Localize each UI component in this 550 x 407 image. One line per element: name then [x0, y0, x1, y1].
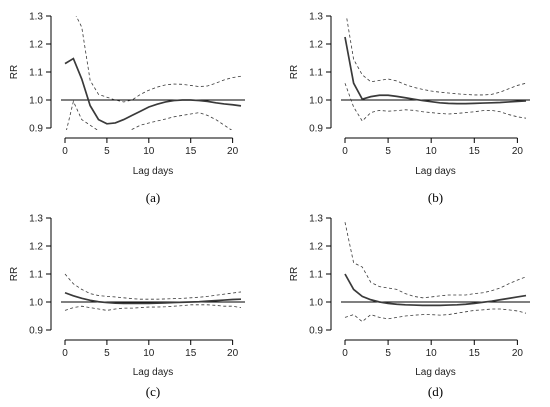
x-axis-title: Lag days — [133, 367, 174, 378]
plot-area — [344, 16, 527, 122]
x-tick-label: 20 — [512, 348, 524, 359]
x-tick-label: 15 — [185, 348, 197, 359]
y-tick-label: 0.9 — [309, 326, 323, 337]
x-tick-label: 10 — [143, 146, 155, 157]
x-tick-label: 20 — [227, 146, 239, 157]
y-tick-label: 1.0 — [29, 298, 43, 309]
x-tick-label: 20 — [227, 348, 239, 359]
y-tick-label: 1.0 — [29, 96, 43, 107]
y-tick-label: 0.9 — [309, 124, 323, 135]
x-tick-label: 15 — [185, 146, 197, 157]
y-axis-title: RR — [9, 267, 20, 281]
x-axis-title: Lag days — [415, 367, 456, 378]
ci-lower-line — [344, 308, 527, 323]
ci-upper-line — [344, 222, 527, 299]
x-tick-label: 10 — [426, 348, 438, 359]
x-tick-label: 15 — [469, 348, 481, 359]
y-tick-label: 1.3 — [309, 12, 323, 23]
panel-3: 0.9 1.0 1.1 1.2 1.3 0 5 10 15 20 RR Lag days (c) — [9, 214, 245, 399]
x-tick-label: 10 — [426, 146, 438, 157]
y-axis-title: RR — [289, 267, 300, 281]
panel-2: 0.9 1.0 1.1 1.2 1.3 0 5 10 15 20 RR Lag days (b) — [289, 12, 530, 205]
rr-estimate-line — [64, 57, 242, 125]
rr-estimate-line — [64, 291, 242, 305]
x-tick-label: 0 — [62, 146, 68, 157]
y-tick-label: 1.2 — [29, 40, 43, 51]
y-tick-label: 1.1 — [29, 68, 43, 79]
y-tick-label: 1.3 — [29, 214, 43, 225]
y-tick-label: 0.9 — [29, 326, 43, 337]
y-tick-label: 1.1 — [309, 68, 323, 79]
plot-area — [64, 273, 242, 311]
x-tick-label: 20 — [512, 146, 524, 157]
y-tick-label: 1.3 — [29, 12, 43, 23]
y-tick-label: 1.1 — [29, 270, 43, 281]
x-tick-label: 5 — [385, 146, 391, 157]
panel-label: (a) — [146, 190, 160, 205]
y-tick-label: 1.0 — [309, 298, 323, 309]
x-axis-title: Lag days — [133, 166, 174, 177]
x-tick-label: 0 — [62, 348, 68, 359]
plot-area — [344, 222, 527, 323]
x-axis-title: Lag days — [415, 166, 456, 177]
x-tick-label: 5 — [385, 348, 391, 359]
y-tick-label: 1.2 — [309, 40, 323, 51]
ci-lower-line — [66, 100, 233, 130]
x-tick-label: 10 — [143, 348, 155, 359]
rr-estimate-line — [344, 273, 527, 307]
x-tick-label: 5 — [104, 146, 110, 157]
ci-upper-line — [345, 16, 527, 96]
ci-upper-line — [64, 273, 242, 300]
x-tick-label: 15 — [469, 146, 481, 157]
x-tick-label: 5 — [104, 348, 110, 359]
y-tick-label: 0.9 — [29, 124, 43, 135]
rr-estimate-line — [344, 36, 527, 105]
y-tick-label: 1.0 — [309, 96, 323, 107]
ci-lower-line — [64, 304, 242, 311]
y-tick-label: 1.2 — [309, 242, 323, 253]
y-axis-title: RR — [289, 65, 300, 79]
panel-1: 0.9 1.0 1.1 1.2 1.3 0 5 10 15 20 RR Lag days (a) — [9, 12, 245, 205]
x-tick-label: 0 — [342, 146, 348, 157]
panel-label: (c) — [146, 384, 160, 399]
ci-upper-line — [75, 16, 242, 103]
panel-label: (d) — [428, 384, 443, 399]
plot-area — [64, 16, 242, 130]
panel-4: 0.9 1.0 1.1 1.2 1.3 0 5 10 15 20 RR Lag days (d) — [289, 214, 530, 399]
y-tick-label: 1.1 — [309, 270, 323, 281]
x-tick-label: 0 — [342, 348, 348, 359]
y-tick-label: 1.3 — [309, 214, 323, 225]
panel-label: (b) — [428, 190, 443, 205]
y-axis-title: RR — [9, 65, 20, 79]
y-tick-label: 1.2 — [29, 242, 43, 253]
